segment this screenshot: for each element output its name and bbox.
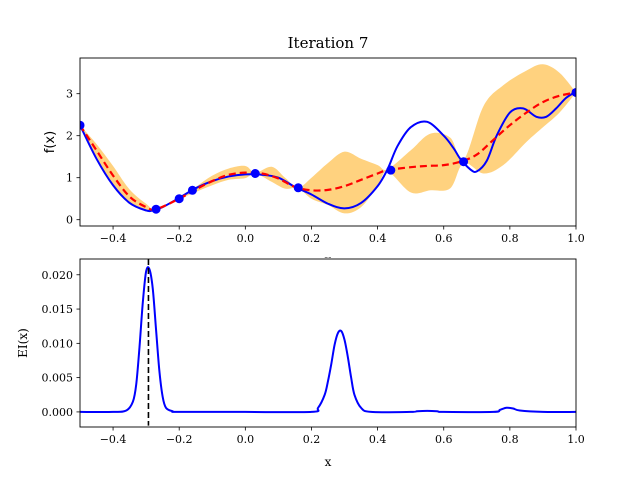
x-tick-label: 0.8: [501, 232, 519, 245]
bottom-axes-background: [80, 258, 576, 428]
x-tick-label: 0.4: [369, 433, 387, 446]
y-tick-label: 2: [66, 130, 73, 143]
x-tick-label: 0.4: [369, 232, 387, 245]
top-y-ticks: 0 1 2 3: [66, 88, 80, 227]
observation-point: [293, 183, 303, 193]
y-tick-label: 3: [66, 88, 73, 101]
y-tick-label: 0.010: [42, 337, 74, 350]
observation-point: [174, 194, 184, 204]
y-tick-label: 0.000: [42, 406, 74, 419]
top-panel: Iteration 7 −0.4 −0.2 0.0 0.2 0.4 0.6 0.8 1.0 0…: [43, 34, 585, 267]
y-tick-label: 0: [66, 214, 73, 227]
bottom-y-ticks: 0.000 0.005 0.010 0.015 0.020: [42, 269, 80, 419]
bottom-x-ticks: −0.4 −0.2 0.0 0.2 0.4 0.6 0.8 1.0: [100, 427, 585, 446]
expected-improvement-line: [80, 266, 576, 414]
y-tick-label: 1: [66, 172, 73, 185]
chart-title: Iteration 7: [288, 34, 369, 52]
observation-point: [187, 185, 197, 195]
y-tick-label: 0.020: [42, 269, 74, 282]
x-tick-label: 0.2: [303, 232, 321, 245]
x-tick-label: 0.8: [501, 433, 519, 446]
bottom-y-axis-label: EI(x): [16, 328, 30, 358]
observation-point: [250, 169, 260, 178]
x-tick-label: 0.6: [435, 433, 453, 446]
x-tick-label: −0.2: [166, 433, 193, 446]
top-y-axis-label: f(x): [43, 131, 58, 153]
x-tick-label: 0.0: [237, 433, 255, 446]
bottom-panel: −0.4 −0.2 0.0 0.2 0.4 0.6 0.8 1.0 0.0000.0050.0…: [16, 258, 585, 469]
x-tick-label: 1.0: [567, 232, 585, 245]
observation-point: [459, 157, 469, 167]
x-tick-label: 0.0: [237, 232, 255, 245]
x-tick-label: 0.6: [435, 232, 453, 245]
y-tick-label: 0.005: [42, 372, 74, 385]
mean-prediction-line: [80, 91, 576, 211]
observation-point: [80, 120, 85, 130]
x-tick-label: 1.0: [567, 433, 585, 446]
x-tick-label: −0.2: [166, 232, 193, 245]
observations: [80, 87, 576, 214]
x-tick-label: −0.4: [100, 232, 127, 245]
top-x-ticks: −0.4 −0.2 0.0 0.2 0.4 0.6 0.8 1.0: [100, 226, 585, 245]
observation-point: [151, 204, 161, 214]
x-tick-label: −0.4: [100, 433, 127, 446]
observation-point: [386, 165, 396, 175]
observation-point: [571, 87, 576, 97]
bottom-x-axis-label: x: [325, 455, 332, 469]
top-axes-frame: [79, 57, 577, 227]
confidence-band: [80, 64, 576, 214]
x-tick-label: 0.2: [303, 433, 321, 446]
y-tick-label: 0.015: [42, 303, 74, 316]
